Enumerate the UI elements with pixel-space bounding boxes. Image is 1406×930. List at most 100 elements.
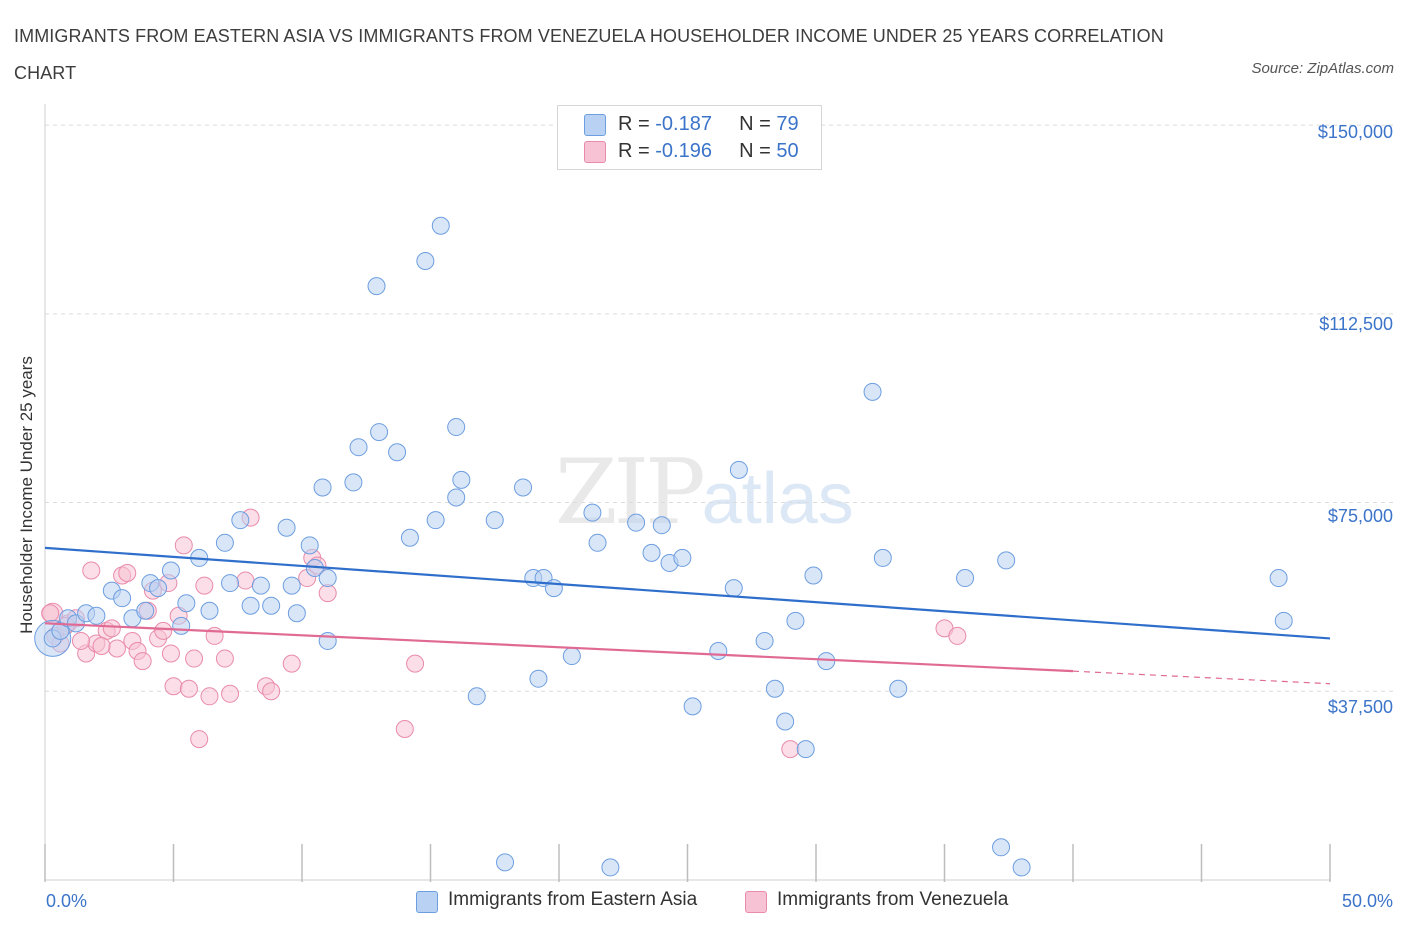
x-tick-label-max: 50.0% (1341, 891, 1393, 911)
data-point-eastern-asia (514, 478, 533, 497)
trend-line-eastern-asia (44, 546, 1331, 640)
data-point-venezuela (161, 644, 180, 663)
data-point-venezuela (174, 536, 193, 555)
legend-swatch-pink (745, 891, 767, 913)
data-point-eastern-asia (588, 533, 607, 552)
data-point-eastern-asia (241, 596, 260, 615)
data-point-eastern-asia (673, 548, 692, 567)
data-point-venezuela (215, 649, 234, 668)
data-point-venezuela (406, 654, 425, 673)
legend-swatch-blue (416, 891, 438, 913)
data-point-eastern-asia (992, 838, 1011, 857)
data-point-eastern-asia (87, 606, 106, 625)
data-point-eastern-asia (388, 443, 407, 462)
data-point-venezuela (318, 584, 337, 603)
data-point-eastern-asia (796, 740, 815, 759)
data-point-eastern-asia (804, 566, 823, 585)
data-point-venezuela (948, 626, 967, 645)
data-point-eastern-asia (262, 596, 281, 615)
data-point-venezuela (133, 652, 152, 671)
chart-title: IMMIGRANTS FROM EASTERN ASIA VS IMMIGRAN… (14, 26, 1164, 83)
watermark: ZIPatlas (555, 440, 854, 545)
series-eastern-asia-points (34, 216, 1293, 877)
data-point-eastern-asia (496, 853, 515, 872)
data-point-venezuela (195, 576, 214, 595)
y-axis-title: Householder Income Under 25 years (17, 356, 36, 634)
data-point-eastern-asia (287, 604, 306, 623)
data-point-venezuela (190, 730, 209, 749)
data-point-venezuela (118, 564, 137, 583)
data-point-venezuela (82, 561, 101, 580)
data-point-eastern-asia (786, 611, 805, 630)
legend-n-value: 79 (776, 113, 799, 135)
data-point-venezuela (92, 636, 111, 655)
data-point-venezuela (107, 639, 126, 658)
data-point-venezuela (41, 604, 60, 623)
data-point-eastern-asia (724, 579, 743, 598)
y-tick-label: $112,500 (1319, 314, 1393, 334)
data-point-eastern-asia (177, 594, 196, 613)
data-point-venezuela (221, 684, 240, 703)
y-tick-label: $75,000 (1327, 506, 1393, 526)
data-point-venezuela (164, 677, 183, 696)
axes (44, 104, 1331, 882)
y-tick-label: $150,000 (1317, 122, 1393, 142)
series-legend: Immigrants from Eastern Asia Immigrants … (0, 889, 1406, 917)
data-point-venezuela (102, 619, 121, 638)
data-point-eastern-asia (956, 569, 975, 588)
data-point-eastern-asia (200, 601, 219, 620)
data-point-venezuela (282, 654, 301, 673)
data-point-eastern-asia (113, 589, 132, 608)
y-tick-label: $37,500 (1327, 697, 1393, 717)
data-point-eastern-asia (344, 473, 363, 492)
data-point-eastern-asia (652, 516, 671, 535)
data-point-eastern-asia (863, 382, 882, 401)
legend-label: Immigrants from Venezuela (777, 889, 1009, 910)
legend-n-label: N = (739, 140, 777, 162)
data-point-eastern-asia (583, 503, 602, 522)
data-point-eastern-asia (367, 277, 386, 296)
legend-r-value: -0.187 (655, 113, 712, 135)
data-point-eastern-asia (709, 642, 728, 661)
data-point-eastern-asia (161, 561, 180, 580)
data-point-eastern-asia (642, 543, 661, 562)
data-point-venezuela (200, 687, 219, 706)
data-point-eastern-asia (1274, 611, 1293, 630)
legend-n-label: N = (739, 113, 777, 135)
legend-n-value: 50 (776, 140, 799, 162)
data-point-eastern-asia (683, 697, 702, 716)
data-point-eastern-asia (562, 647, 581, 666)
data-point-eastern-asia (889, 679, 908, 698)
legend-r-label: R = (618, 113, 656, 135)
data-point-venezuela (154, 621, 173, 640)
x-tick-label-min: 0.0% (46, 891, 88, 911)
data-point-venezuela (236, 571, 255, 590)
data-point-eastern-asia (251, 576, 270, 595)
data-point-eastern-asia (215, 533, 234, 552)
data-point-eastern-asia (997, 551, 1016, 570)
trend-line-venezuela-extension (1072, 670, 1331, 685)
data-point-eastern-asia (447, 488, 466, 507)
data-point-eastern-asia (776, 712, 795, 731)
data-point-eastern-asia (765, 679, 784, 698)
data-point-eastern-asia (349, 438, 368, 457)
data-point-eastern-asia (873, 548, 892, 567)
stats-legend: R = -0.187 N = 79 R = -0.196 N = 50 (557, 105, 822, 170)
data-point-eastern-asia (221, 574, 240, 593)
data-point-venezuela (395, 720, 414, 739)
watermark-atlas: atlas (701, 459, 854, 539)
data-point-eastern-asia (313, 478, 332, 497)
data-point-eastern-asia (431, 216, 450, 235)
data-point-eastern-asia (400, 528, 419, 547)
data-point-venezuela (781, 740, 800, 759)
legend-label: Immigrants from Eastern Asia (448, 889, 698, 910)
data-point-eastern-asia (1269, 569, 1288, 588)
legend-swatch-pink (584, 141, 606, 163)
data-point-eastern-asia (447, 418, 466, 437)
data-point-eastern-asia (817, 652, 836, 671)
data-point-eastern-asia (277, 518, 296, 537)
legend-r-value: -0.196 (655, 140, 712, 162)
data-point-venezuela (262, 682, 281, 701)
data-point-eastern-asia (1012, 858, 1031, 877)
